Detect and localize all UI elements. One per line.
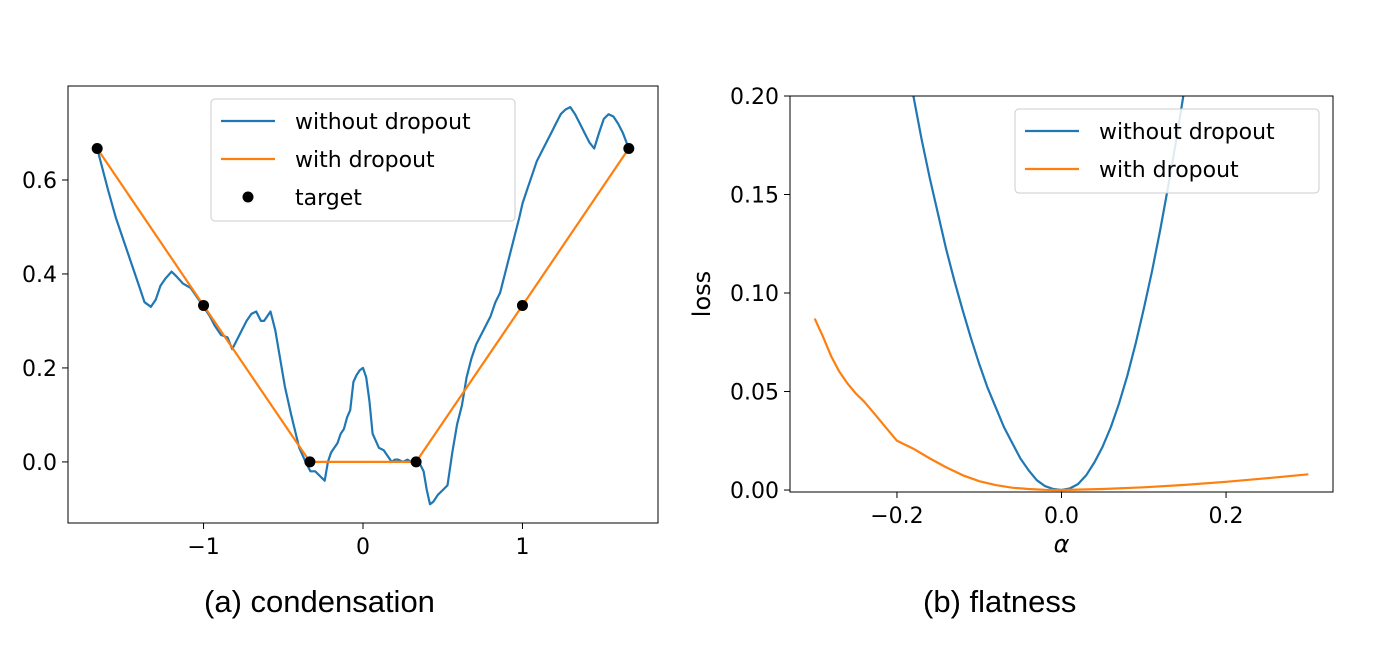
- y-tick-label: 0.0: [22, 451, 57, 476]
- y-tick-label: 0.2: [22, 357, 57, 382]
- x-tick-label: 0.2: [1209, 504, 1244, 529]
- y-tick-label: 0.4: [22, 263, 57, 288]
- caption-condensation: (a) condensation: [204, 584, 435, 620]
- legend: without dropout with dropout: [1015, 109, 1319, 193]
- target-point: [411, 456, 422, 467]
- y-tick-label: 0.05: [730, 381, 779, 406]
- caption-flatness: (b) flatness: [923, 584, 1076, 620]
- target-point: [623, 143, 634, 154]
- target-point: [304, 456, 315, 467]
- target-point: [517, 300, 528, 311]
- y-tick-label: 0.10: [730, 282, 779, 307]
- x-tick-label: 0.0: [1044, 504, 1079, 529]
- y-tick-label: 0.00: [730, 479, 779, 504]
- target-point: [198, 300, 209, 311]
- x-tick-label: −0.2: [870, 504, 923, 529]
- x-axis-label: α: [1054, 530, 1070, 558]
- panel-condensation: −1 0 1 0.0 0.2 0.4 0.6 without dropout with drop…: [22, 86, 658, 560]
- legend: without dropout with dropout target: [211, 99, 515, 221]
- y-tick-label: 0.20: [730, 85, 779, 110]
- panel-flatness: −0.2 0.0 0.2 0.00 0.05 0.10 0.15 0.20 α loss witho…: [688, 85, 1333, 558]
- legend-label: without dropout: [295, 110, 471, 135]
- legend-label: target: [295, 186, 362, 211]
- series-with-dropout-line: [815, 319, 1309, 490]
- y-axis-label: loss: [688, 271, 716, 317]
- x-tick-label: 0: [356, 535, 370, 560]
- legend-label: with dropout: [295, 148, 435, 173]
- y-tick-label: 0.15: [730, 184, 779, 209]
- y-tick-label: 0.6: [22, 169, 57, 194]
- x-tick-label: 1: [515, 535, 529, 560]
- legend-label: without dropout: [1099, 120, 1275, 145]
- legend-label: with dropout: [1099, 158, 1239, 183]
- legend-marker: [243, 192, 254, 203]
- x-tick-label: −1: [187, 535, 219, 560]
- target-point: [92, 143, 103, 154]
